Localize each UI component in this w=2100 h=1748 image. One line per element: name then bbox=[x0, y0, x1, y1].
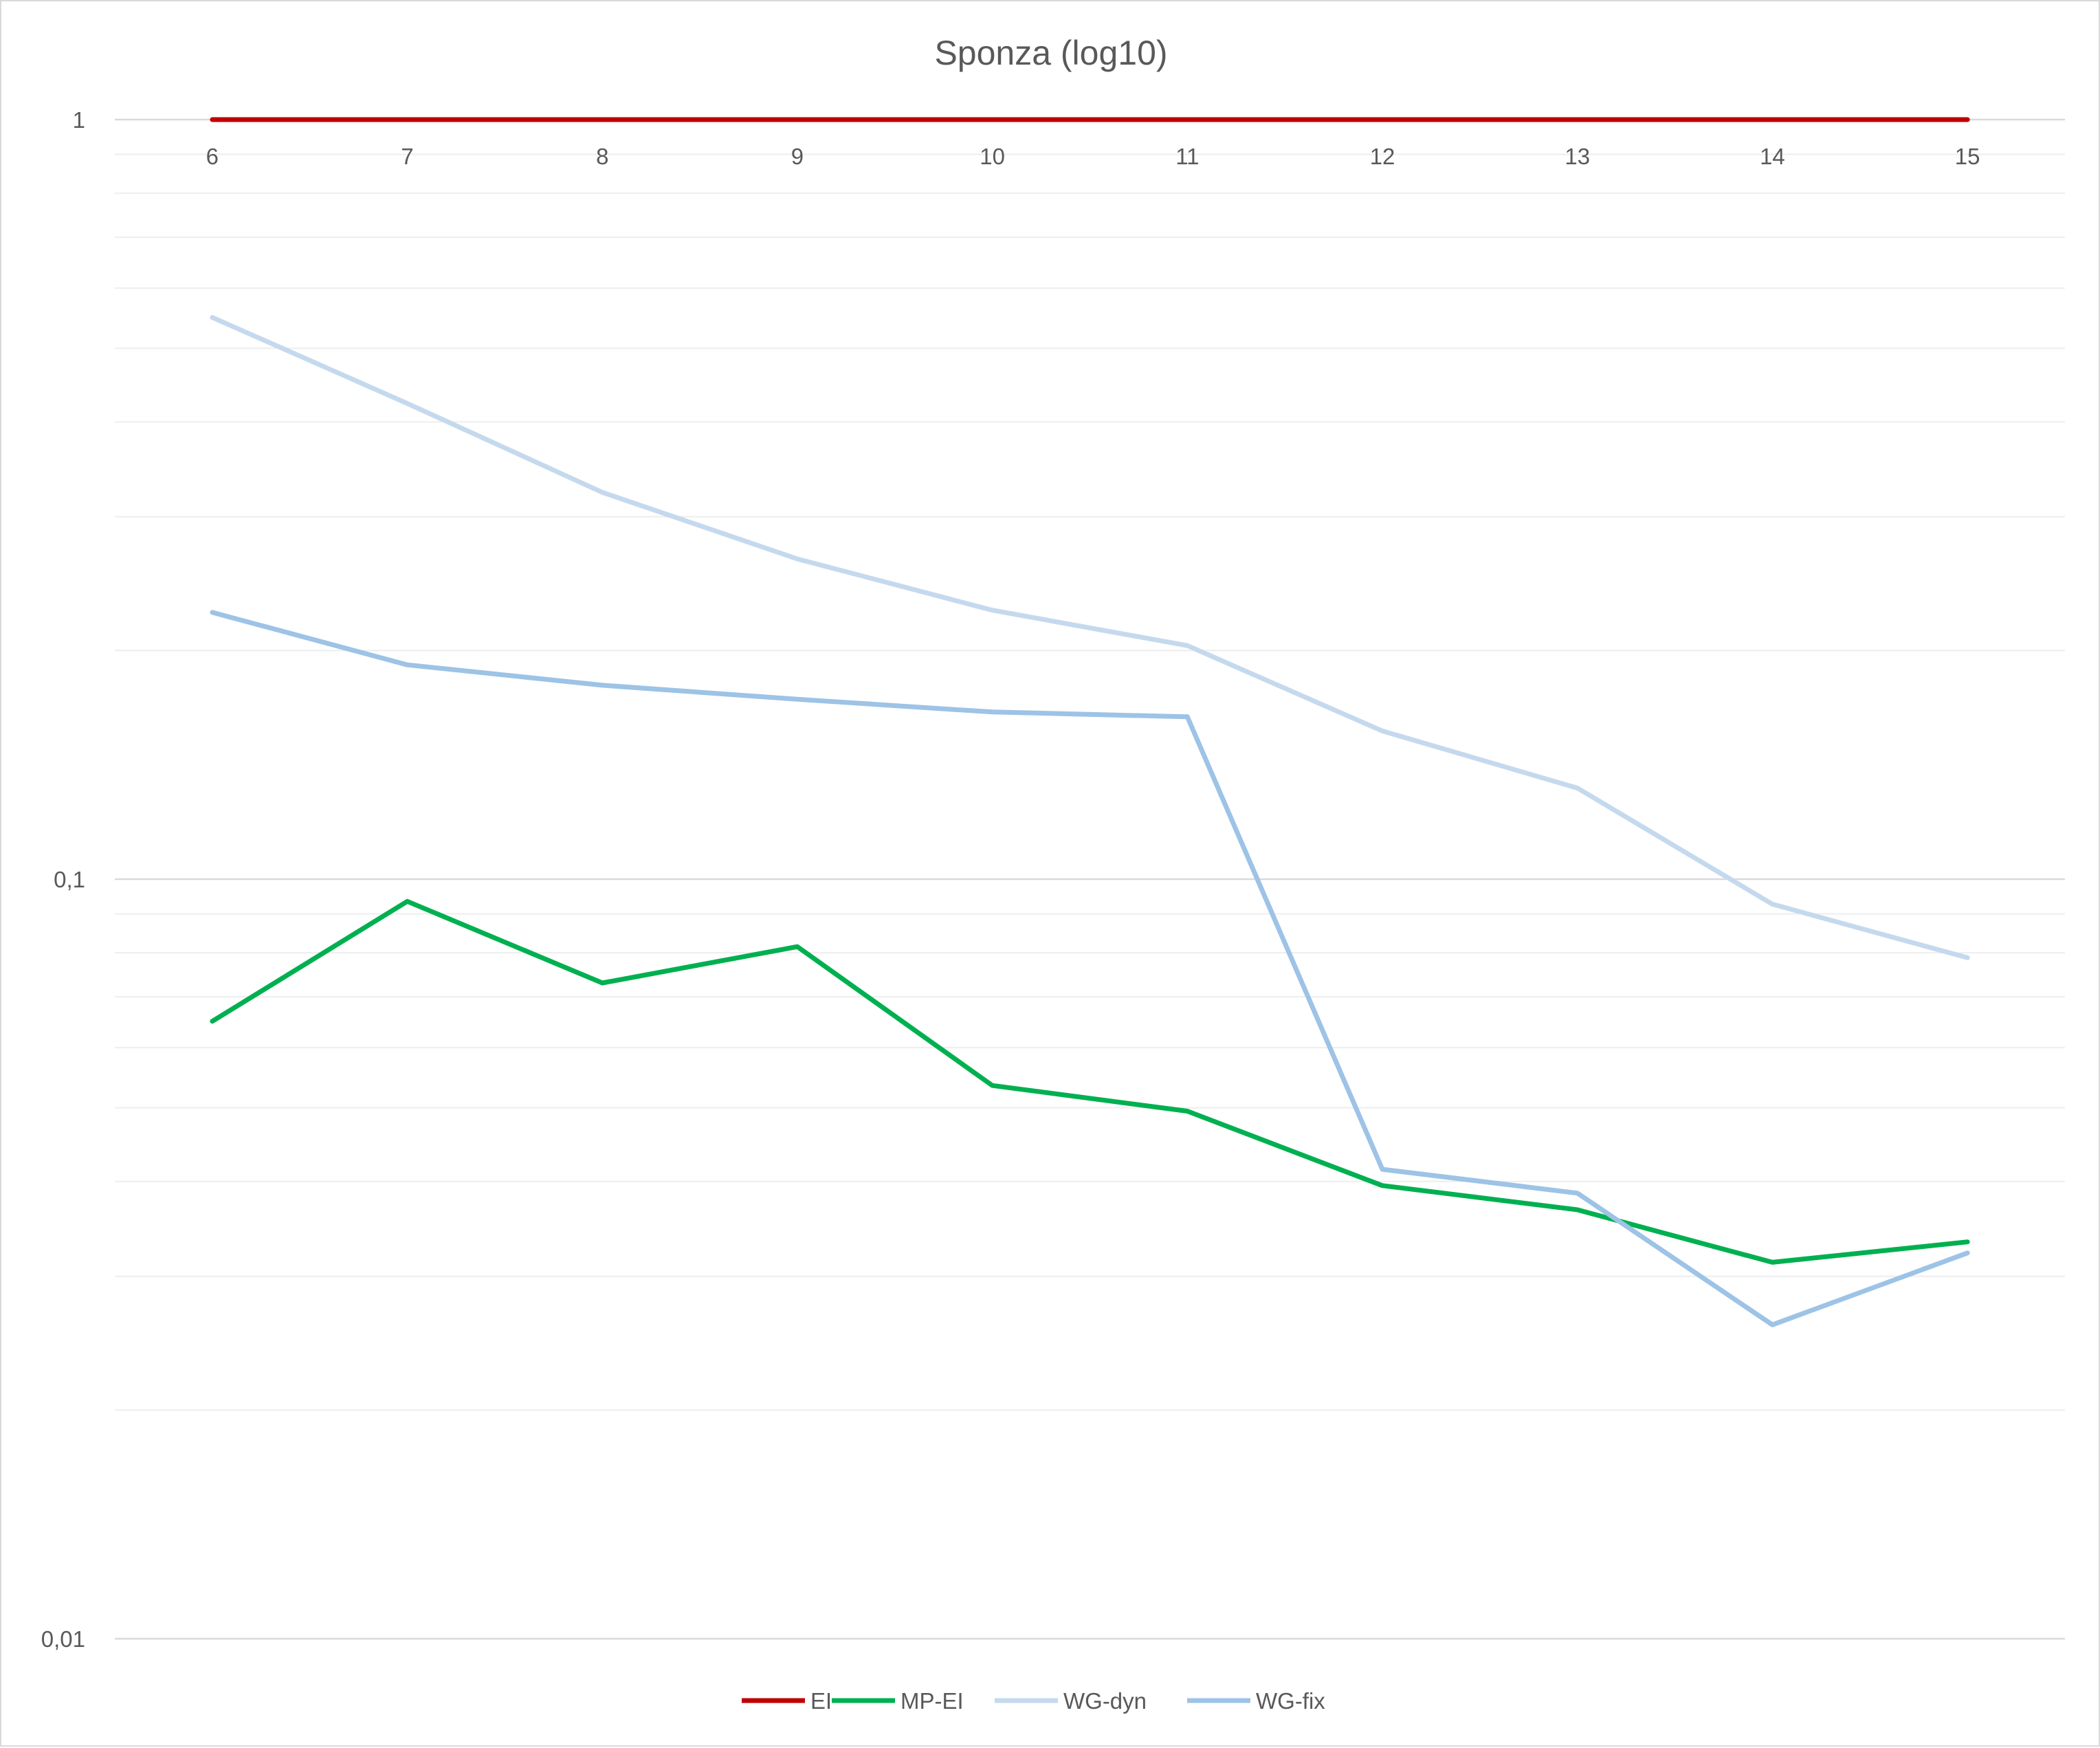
series-line-mp-ei bbox=[210, 898, 1970, 1265]
y-axis-ticks: 1 0,1 0,01 bbox=[41, 107, 85, 1652]
y-tick-label: 0,01 bbox=[41, 1626, 85, 1652]
series-line-wg-fix bbox=[210, 610, 1970, 1327]
x-tick-label: 8 bbox=[596, 144, 608, 169]
x-tick-label: 6 bbox=[206, 144, 219, 169]
series-lines bbox=[210, 117, 1970, 1327]
chart-title: Sponza (log10) bbox=[934, 34, 1167, 72]
x-tick-label: 7 bbox=[401, 144, 413, 169]
y-tick-label: 1 bbox=[73, 107, 85, 133]
x-tick-label: 11 bbox=[1175, 144, 1199, 169]
legend: EI MP-EI WG-dyn WG-fix bbox=[742, 1688, 1325, 1714]
gridlines bbox=[115, 118, 2065, 1640]
series-line-wg-dyn bbox=[210, 315, 1970, 960]
x-tick-label: 13 bbox=[1565, 144, 1590, 169]
x-tick-label: 14 bbox=[1760, 144, 1785, 169]
x-tick-label: 15 bbox=[1955, 144, 1980, 169]
legend-label-wg-dyn: WG-dyn bbox=[1063, 1688, 1147, 1714]
y-tick-label: 0,1 bbox=[54, 867, 85, 892]
legend-label-wg-fix: WG-fix bbox=[1256, 1688, 1325, 1714]
legend-label-mp-ei: MP-EI bbox=[900, 1688, 964, 1714]
legend-label-ei: EI bbox=[810, 1688, 832, 1714]
x-tick-label: 9 bbox=[791, 144, 804, 169]
x-tick-label: 12 bbox=[1370, 144, 1395, 169]
x-axis-ticks: 6 7 8 9 10 11 12 13 14 15 bbox=[206, 144, 1980, 169]
x-tick-label: 10 bbox=[980, 144, 1005, 169]
